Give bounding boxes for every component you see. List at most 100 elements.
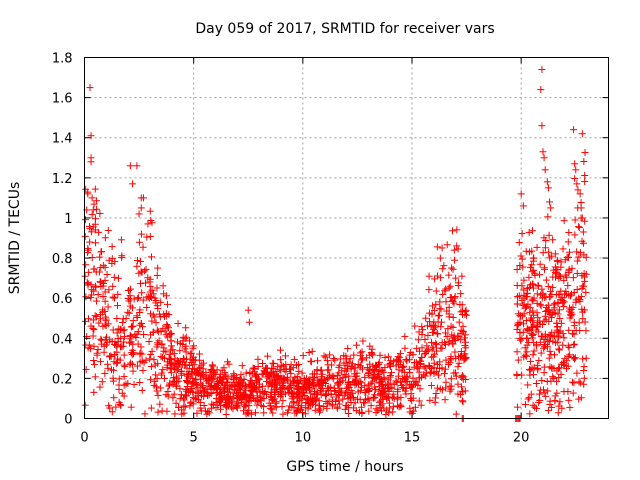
data-point [153,339,161,347]
data-point [101,263,109,271]
data-point [216,389,224,397]
data-point [537,333,545,341]
data-point [95,268,103,276]
data-point [546,347,554,355]
data-point [99,293,107,301]
data-point [424,322,432,330]
data-point [347,365,355,373]
data-point [194,392,202,400]
data-point [581,178,589,186]
y-tick-label: 0.4 [52,332,73,347]
data-point [221,369,229,377]
data-point [322,398,330,406]
data-point [277,356,285,364]
data-point [100,279,108,287]
data-point [98,340,106,348]
data-point [342,373,350,381]
data-point [89,332,97,340]
data-point [514,356,522,364]
data-point [414,336,422,344]
data-point [449,313,457,321]
data-point [581,149,589,157]
data-point [570,379,578,387]
data-point [427,382,435,390]
data-point [394,355,402,363]
data-point [438,344,446,352]
data-point [117,236,125,244]
data-point [424,331,432,339]
data-point [426,396,434,404]
data-point [96,383,104,391]
data-point [338,367,346,375]
data-point [547,252,555,260]
data-point [135,210,143,218]
data-point [351,399,359,407]
data-point [567,312,575,320]
data-point [534,282,542,290]
data-point [462,338,470,346]
data-point [171,410,179,418]
data-point [116,400,124,408]
data-point [195,396,203,404]
data-point [120,373,128,381]
data-point [340,352,348,360]
data-point [209,385,217,393]
data-point [381,353,389,361]
data-point [176,357,184,365]
data-point [106,352,114,360]
data-point [451,256,459,264]
data-point [205,391,213,399]
data-point [580,273,588,281]
data-point [557,258,565,266]
data-point [225,394,233,402]
data-point [454,332,462,340]
data-point [142,265,150,273]
data-point [443,241,451,249]
data-point [178,361,186,369]
data-point [545,354,553,362]
data-point [253,377,261,385]
data-point [228,373,236,381]
data-point [227,403,235,411]
data-point [228,397,236,405]
data-point [451,348,459,356]
data-point [357,403,365,411]
data-point [160,355,168,363]
data-point [240,391,248,399]
data-point [152,371,160,379]
data-point [137,319,145,327]
data-point [520,294,528,302]
x-tick-label: 0 [80,431,88,446]
data-point [538,294,546,302]
data-point [109,293,117,301]
data-point [109,282,117,290]
data-point [244,306,252,314]
data-point [560,388,568,396]
data-point [445,361,453,369]
data-point [349,360,357,368]
data-point [262,391,270,399]
data-point [570,340,578,348]
data-point [536,271,544,279]
data-point [244,396,252,404]
data-point [242,398,250,406]
data-point [309,394,317,402]
data-point [578,237,586,245]
data-point [212,394,220,402]
data-point [355,408,363,416]
data-point [371,391,379,399]
data-point [143,233,151,241]
data-point [232,401,240,409]
data-point [344,344,352,352]
data-point [453,242,461,250]
data-point [216,405,224,413]
data-point [523,348,531,356]
data-point [522,317,530,325]
data-point [394,393,402,401]
data-point [372,405,380,413]
data-point [176,340,184,348]
data-point [452,410,460,418]
data-point [213,384,221,392]
data-point [303,374,311,382]
